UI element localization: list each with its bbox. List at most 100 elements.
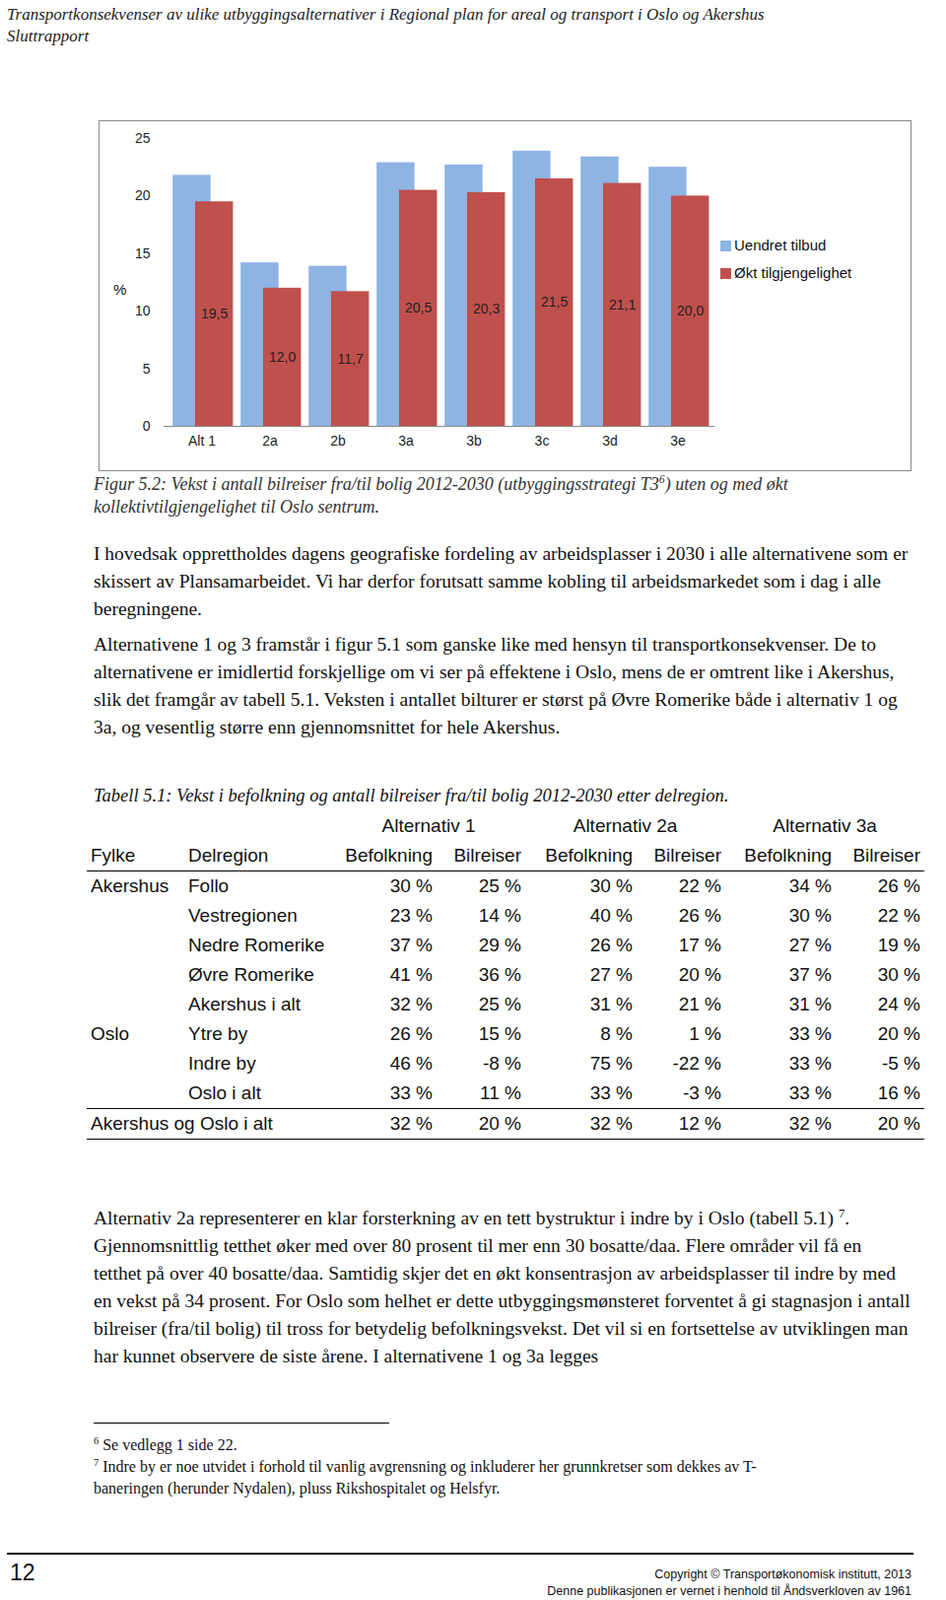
html-text:15 %: 15 % (478, 1022, 522, 1044)
svg-text:15: 15 (135, 245, 151, 262)
html-text:Oslo i alt: Oslo i alt (188, 1081, 262, 1103)
html-text:19 %: 19 % (877, 934, 921, 955)
svg-text:0: 0 (142, 417, 151, 434)
svg-text:20,3: 20,3 (473, 300, 500, 317)
svg-text:3e: 3e (670, 432, 686, 449)
svg-text:5: 5 (142, 360, 151, 377)
html-text:Alternativ 2a: Alternativ 2a (573, 814, 678, 836)
html-text:8 %: 8 % (600, 1022, 633, 1044)
html-text:37 %: 37 % (789, 963, 832, 985)
svg-text:3b: 3b (466, 432, 482, 449)
svg-text:12,0: 12,0 (269, 348, 296, 365)
html-text:11 %: 11 % (479, 1081, 522, 1103)
html-text:Alternativene 1 og 3 framstår: Alternativene 1 og 3 framstår i figur 5.… (93, 633, 898, 738)
html-text:Follo: Follo (188, 875, 229, 896)
svg-text:20,5: 20,5 (405, 299, 432, 316)
svg-text:3c: 3c (535, 432, 550, 449)
html-text:Bilreiser: Bilreiser (453, 844, 522, 866)
html-text:Befolkning: Befolkning (545, 844, 633, 866)
html-text:26 %: 26 % (389, 1022, 433, 1044)
html-text:75 %: 75 % (589, 1052, 633, 1074)
html-text:-22 %: -22 % (672, 1052, 722, 1074)
html-text:25 %: 25 % (478, 875, 522, 896)
svg-text:20,0: 20,0 (676, 302, 704, 319)
svg-text:3a: 3a (398, 432, 414, 449)
svg-text:11,7: 11,7 (337, 350, 363, 367)
svg-text:25: 25 (135, 130, 151, 146)
html-text:33 %: 33 % (389, 1081, 433, 1103)
html-text:17 %: 17 % (678, 934, 722, 955)
html-text:14 %: 14 % (478, 904, 522, 926)
svg-text:19,5: 19,5 (201, 305, 228, 322)
html-text:29 %: 29 % (478, 934, 522, 955)
html-text:Nedre Romerike: Nedre Romerike (188, 934, 325, 955)
html-text:20 %: 20 % (877, 1022, 921, 1044)
svg-text:21,1: 21,1 (608, 296, 636, 313)
html-text:-3 %: -3 % (682, 1081, 722, 1103)
html-text:22 %: 22 % (678, 875, 722, 896)
html-text:27 %: 27 % (789, 934, 832, 955)
html-text:16 %: 16 % (877, 1081, 921, 1103)
html-text:Alternativ 2a representerer en: Alternativ 2a representerer en klar fors… (93, 1205, 911, 1366)
html-text:30 %: 30 % (789, 904, 832, 926)
html-text:30 %: 30 % (877, 963, 921, 985)
html-text:Indre by: Indre by (188, 1052, 256, 1074)
html-text:Ytre by: Ytre by (188, 1022, 248, 1044)
html-text:37 %: 37 % (389, 934, 433, 955)
html-text:Bilreiser: Bilreiser (852, 844, 921, 866)
html-text:Befolkning: Befolkning (744, 844, 832, 866)
html-text:12: 12 (9, 1558, 36, 1585)
html-text:I hovedsak opprettholdes dagen: I hovedsak opprettholdes dagens geografi… (93, 542, 908, 619)
html-text:7Indre by er noe utvidet i for: 7Indre by er noe utvidet i forhold til v… (93, 1456, 757, 1496)
html-text:6) uten og med økt kollektivti: 6) uten og med økt kollektivtilgjengelig… (93, 473, 788, 517)
svg-text:2a: 2a (262, 432, 278, 449)
html-text:32 %: 32 % (589, 1112, 633, 1134)
html-text:-5 %: -5 % (881, 1052, 921, 1074)
html-text:46 %: 46 % (389, 1052, 433, 1074)
svg-text:20: 20 (135, 187, 151, 203)
html-text:Figur 5.2: Vekst i antall bilr: Figur 5.2: Vekst i antall bilreiser fra/… (93, 473, 660, 494)
html-text:34 %: 34 % (789, 875, 832, 896)
html-text:Øvre Romerike: Øvre Romerike (188, 963, 315, 985)
html-text:20 %: 20 % (478, 1112, 522, 1134)
html-text:Fylke: Fylke (90, 844, 136, 866)
svg-text:21,5: 21,5 (540, 293, 568, 310)
html-text:Delregion: Delregion (188, 844, 269, 866)
html-text:30 %: 30 % (389, 875, 433, 896)
html-text:33 %: 33 % (789, 1081, 832, 1103)
svg-text:Alt 1: Alt 1 (188, 432, 216, 449)
html-text:36 %: 36 % (478, 963, 522, 985)
html-text:Befolkning: Befolkning (345, 844, 433, 866)
html-text:32 %: 32 % (389, 1112, 433, 1134)
html-text:12 %: 12 % (678, 1112, 722, 1134)
html-text:26 %: 26 % (589, 934, 633, 955)
html-text:-8 %: -8 % (482, 1052, 522, 1074)
html-text:33 %: 33 % (589, 1081, 633, 1103)
html-text:40 %: 40 % (589, 904, 633, 926)
html-text:Vestregionen: Vestregionen (188, 904, 298, 926)
html-text:Oslo: Oslo (90, 1022, 130, 1044)
svg-text:2b: 2b (330, 432, 346, 449)
html-text:Akershus: Akershus (90, 875, 169, 896)
html-text:Tabell 5.1: Vekst i befolkning: Tabell 5.1: Vekst i befolkning og antall… (93, 785, 729, 806)
html-text:27 %: 27 % (589, 963, 633, 985)
html-text:26 %: 26 % (678, 904, 722, 926)
html-text:Alternativ 3a: Alternativ 3a (772, 814, 877, 836)
html-text:30 %: 30 % (589, 875, 633, 896)
html-text:Akershus i alt: Akershus i alt (188, 993, 301, 1014)
html-text:23 %: 23 % (389, 904, 433, 926)
html-text:Akershus og Oslo i alt: Akershus og Oslo i alt (90, 1112, 273, 1134)
svg-text:3d: 3d (602, 432, 618, 449)
html-text:Bilreiser: Bilreiser (653, 844, 722, 866)
html-text:20 %: 20 % (877, 1112, 921, 1134)
html-text:1 %: 1 % (689, 1022, 722, 1044)
html-text:Alternativ 1: Alternativ 1 (381, 814, 476, 836)
html-text:41 %: 41 % (389, 963, 433, 985)
html-text:33 %: 33 % (789, 1022, 832, 1044)
svg-text:10: 10 (135, 302, 151, 319)
html-text:20 %: 20 % (678, 963, 722, 985)
html-text:22 %: 22 % (877, 904, 921, 926)
html-text:32 %: 32 % (789, 1112, 832, 1134)
html-text:26 %: 26 % (877, 875, 921, 896)
html-text:33 %: 33 % (789, 1052, 832, 1074)
